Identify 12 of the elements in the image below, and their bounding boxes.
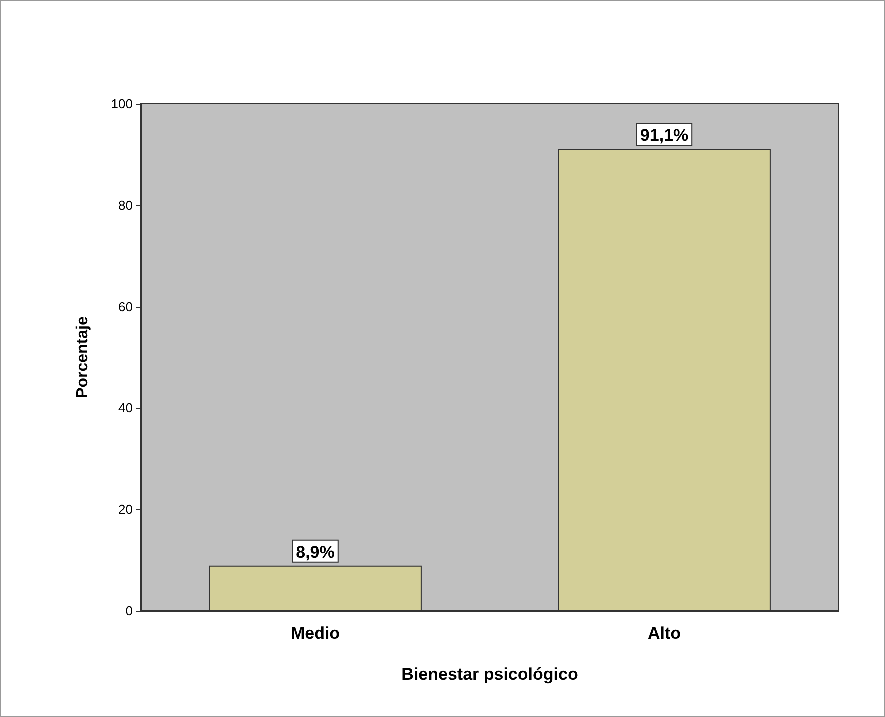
y-axis-title: Porcentaje: [74, 316, 92, 398]
y-tick-label: 40: [118, 400, 133, 416]
x-axis-title: Bienestar psicológico: [402, 665, 578, 684]
data-label: 91,1%: [640, 126, 689, 146]
y-tick-label: 100: [111, 96, 133, 112]
x-tick-label: Medio: [290, 624, 340, 643]
x-tick-label: Alto: [648, 624, 682, 643]
y-tick-label: 0: [126, 604, 133, 618]
y-tick-label: 80: [118, 198, 133, 213]
y-tick-label: 20: [118, 502, 133, 518]
y-tick-label: 60: [118, 299, 133, 314]
data-label: 8,9%: [296, 542, 335, 562]
